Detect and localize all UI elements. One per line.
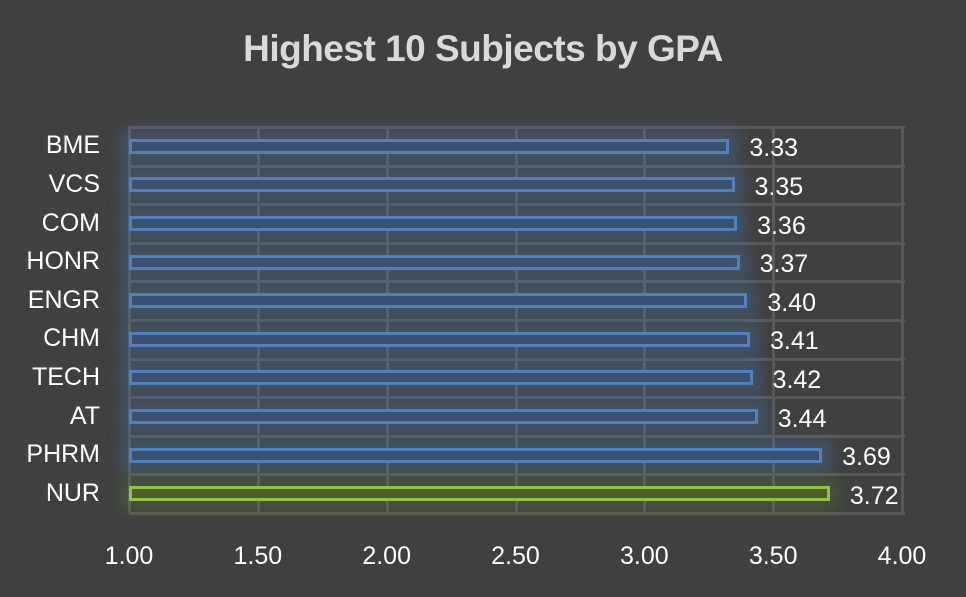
gridline-horizontal <box>129 434 905 438</box>
x-tick-label: 1.00 <box>104 542 154 570</box>
data-label: 3.37 <box>759 250 809 279</box>
bar-com[interactable] <box>129 216 738 231</box>
bar-bme[interactable] <box>129 138 730 154</box>
bar-engr[interactable] <box>129 293 748 309</box>
category-label: NUR <box>45 478 100 507</box>
data-label: 3.40 <box>767 288 817 317</box>
bar-nur[interactable] <box>129 486 830 502</box>
bar-honr[interactable] <box>129 254 740 270</box>
x-tick-label: 2.50 <box>491 542 540 570</box>
data-label: 3.69 <box>842 443 891 472</box>
plot-area: 3.33 3.35 3.36 3.37 3.40 3.41 3.42 3.44 3.69 3.72 <box>128 126 905 515</box>
gridline-horizontal <box>129 126 905 129</box>
gridline-horizontal <box>129 280 905 284</box>
data-label: 3.35 <box>754 172 804 201</box>
x-tick-label: 1.50 <box>233 542 283 570</box>
gridline-horizontal <box>129 512 905 515</box>
data-label: 3.72 <box>849 481 899 510</box>
gridline-horizontal <box>129 473 905 477</box>
category-label: TECH <box>31 362 100 391</box>
gridline-horizontal <box>129 241 905 245</box>
bar-tech[interactable] <box>129 370 753 386</box>
gridline-horizontal <box>129 319 905 322</box>
bar-phrm[interactable] <box>129 447 823 463</box>
x-tick-label: 3.50 <box>748 542 798 570</box>
gridline-horizontal <box>129 396 905 400</box>
data-label: 3.33 <box>749 134 799 163</box>
category-label: PHRM <box>26 440 100 469</box>
data-label: 3.41 <box>769 327 819 356</box>
category-label: HONR <box>26 247 100 276</box>
x-tick-label: 3.00 <box>619 542 669 570</box>
category-label: BME <box>45 131 100 160</box>
gridline-horizontal <box>129 164 905 168</box>
category-label: COM <box>41 208 100 237</box>
gridline-horizontal <box>129 357 905 361</box>
bar-vcs[interactable] <box>129 177 735 193</box>
data-label: 3.42 <box>772 365 822 394</box>
x-tick-label: 4.00 <box>877 542 927 570</box>
data-label: 3.44 <box>777 404 827 433</box>
category-label: ENGR <box>27 285 100 314</box>
chart-title: Highest 10 Subjects by GPA <box>243 28 723 69</box>
gridline-horizontal <box>129 203 905 207</box>
category-label: AT <box>69 401 100 430</box>
x-tick-label: 2.00 <box>362 542 411 570</box>
data-label: 3.36 <box>757 211 806 240</box>
bar-at[interactable] <box>129 409 758 424</box>
bar-chm[interactable] <box>129 331 750 347</box>
category-label: VCS <box>48 169 100 198</box>
category-label: CHM <box>43 324 100 353</box>
